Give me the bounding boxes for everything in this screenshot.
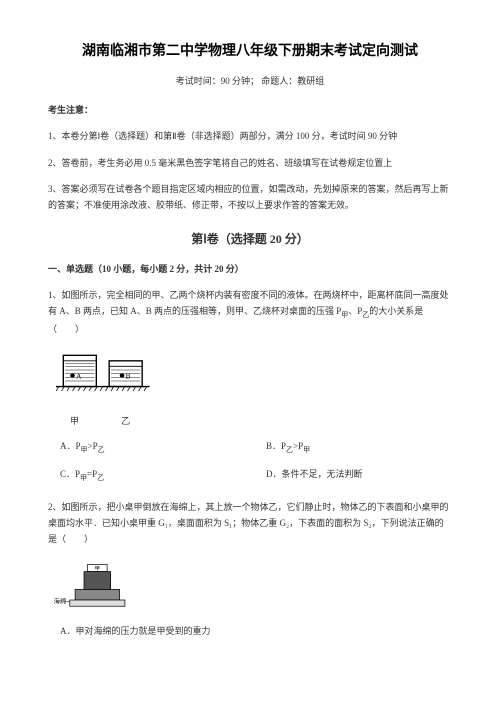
q2-diagram: 甲 海绵 bbox=[52, 559, 132, 609]
notice-2: 2、答卷前，考生务必用 0.5 毫米黑色签字笔将自己的姓名、班级填写在试卷规定位… bbox=[48, 155, 452, 171]
q1-opt-b: B．P乙>P甲 bbox=[266, 439, 452, 457]
question-1: 1、如图所示，完全相同的甲、乙两个烧杯内装有密度不同的液体。在两烧杯中，距离杯底… bbox=[48, 287, 452, 338]
q1-opt-c: C．P甲=P乙 bbox=[60, 467, 246, 485]
label-yi: 乙 bbox=[121, 414, 130, 429]
q2-opt-a: A．甲对海绵的压力就是甲受到的重力 bbox=[48, 624, 452, 639]
svg-text:A: A bbox=[76, 371, 82, 380]
q1-options: A．P甲>P乙 B．P乙>P甲 C．P甲=P乙 D．条件不足，无法判断 bbox=[48, 439, 452, 484]
notice-1: 1、本卷分第Ⅰ卷（选择题）和第Ⅱ卷（非选择题）两部分，满分 100 分，考试时间… bbox=[48, 128, 452, 144]
q1-beaker-labels: 甲 乙 bbox=[70, 414, 452, 429]
notice-header: 考生注意： bbox=[48, 103, 452, 118]
q1-opt-d: D．条件不足，无法判断 bbox=[266, 467, 452, 485]
subsection-1: 一、单选题（10 小题，每小题 2 分，共计 20 分） bbox=[48, 262, 452, 277]
sponge-label: 海绵 bbox=[54, 598, 66, 606]
section-1-title: 第Ⅰ卷（选择题 20 分） bbox=[48, 229, 452, 249]
svg-text:B: B bbox=[126, 371, 131, 380]
q1-sub1: 甲 bbox=[341, 311, 348, 319]
svg-text:甲: 甲 bbox=[95, 565, 100, 572]
main-title: 湖南临湘市第二中学物理八年级下册期末考试定向测试 bbox=[48, 40, 452, 64]
notice-3: 3、答案必须写在试卷各个题目指定区域内相应的位置，如需改动，先划掉原来的答案，然… bbox=[48, 181, 452, 213]
beaker-icon: A B bbox=[56, 348, 166, 403]
q1-diagram: A B bbox=[56, 348, 452, 408]
question-2: 2、如图所示，把小桌甲倒放在海绵上，其上放一个物体乙，它们静止时，物体乙的下表面… bbox=[48, 499, 452, 548]
label-jia: 甲 bbox=[70, 414, 79, 429]
exam-info: 考试时间：90 分钟； 命题人：教研组 bbox=[48, 74, 452, 89]
q1-opt-a: A．P甲>P乙 bbox=[60, 439, 246, 457]
